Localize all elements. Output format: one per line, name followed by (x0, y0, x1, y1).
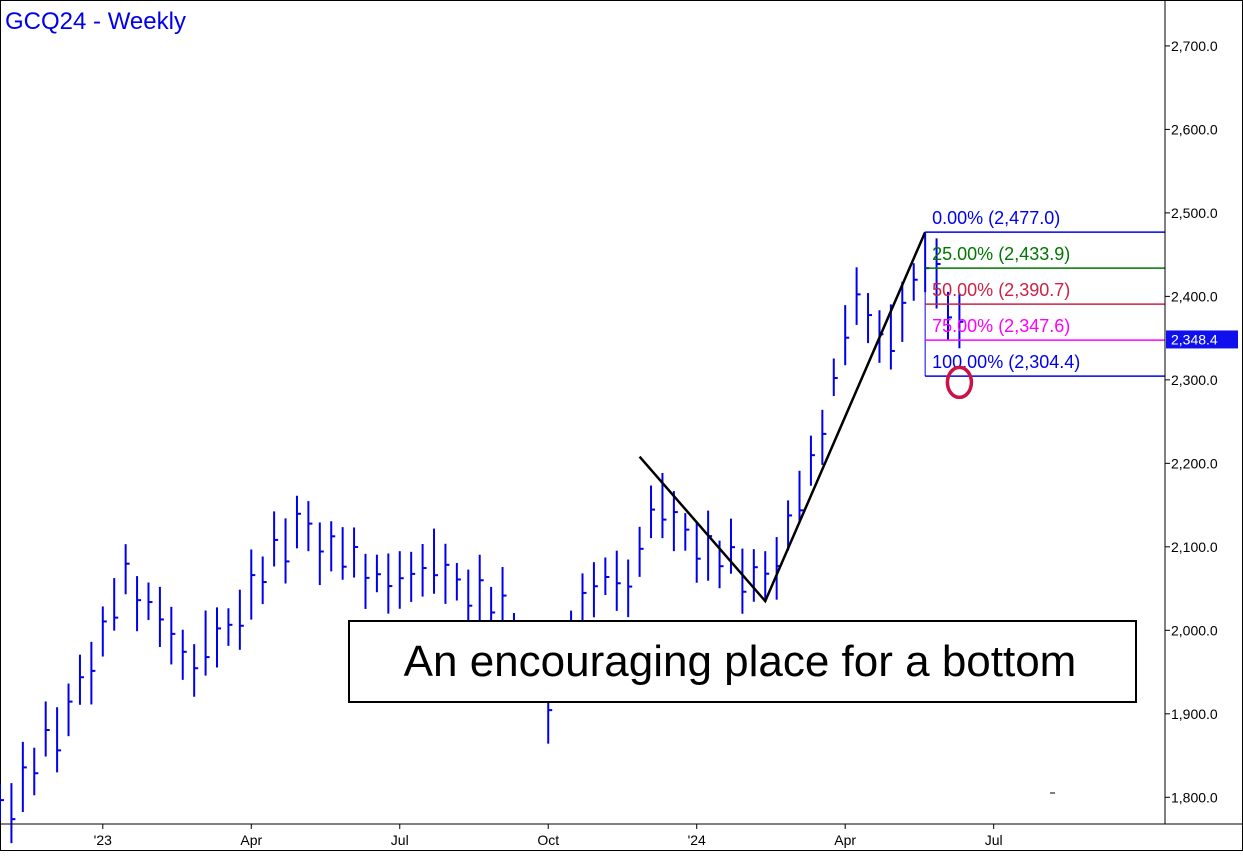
y-tick-label: 2,100.0 (1171, 539, 1218, 555)
abc-swing-line (638, 231, 927, 604)
y-tick-label: 2,400.0 (1171, 288, 1218, 304)
retracement-label: 50.00% (2,390.7) (932, 280, 1070, 300)
highlight-circle (945, 365, 974, 400)
x-tick-label: Jul (985, 832, 1003, 848)
retracement-label: 100.00% (2,304.4) (932, 352, 1080, 372)
y-tick-label: 2,000.0 (1171, 622, 1218, 638)
annotation-box: An encouraging place for a bottom (348, 620, 1137, 703)
last-price-label: 2,348.4 (1171, 331, 1218, 347)
chart-title: GCQ24 - Weekly (5, 8, 186, 35)
x-tick-label: Apr (834, 832, 856, 848)
y-tick-label: 2,500.0 (1171, 205, 1218, 221)
y-tick-label: 1,800.0 (1171, 789, 1218, 805)
y-tick-label: 2,700.0 (1171, 38, 1218, 54)
retracement-label: 75.00% (2,347.6) (932, 316, 1070, 336)
annotation-text: An encouraging place for a bottom (404, 637, 1077, 686)
last-price-marker: 2,348.4 (1166, 330, 1238, 349)
price-bars (0, 232, 964, 844)
x-tick-label: Oct (537, 832, 559, 848)
x-tick-label: Jul (391, 832, 409, 848)
bottom-highlight (945, 365, 974, 400)
retracement-levels: 0.00% (2,477.0) 25.00% (2,433.9) 50.00% (2… (924, 208, 1165, 377)
retracement-label: 0.00% (2,477.0) (932, 208, 1060, 228)
x-tick-label: '24 (688, 832, 706, 848)
x-tick-label: Apr (240, 832, 262, 848)
retracement-label: 25.00% (2,433.9) (932, 244, 1070, 264)
y-tick-label: 2,600.0 (1171, 121, 1218, 137)
y-tick-label: 2,200.0 (1171, 455, 1218, 471)
y-tick-label: 2,300.0 (1171, 372, 1218, 388)
last-price-bg (1166, 330, 1238, 349)
x-tick-label: '23 (94, 832, 112, 848)
abc-pattern (638, 231, 927, 604)
y-tick-label: 1,900.0 (1171, 706, 1218, 722)
